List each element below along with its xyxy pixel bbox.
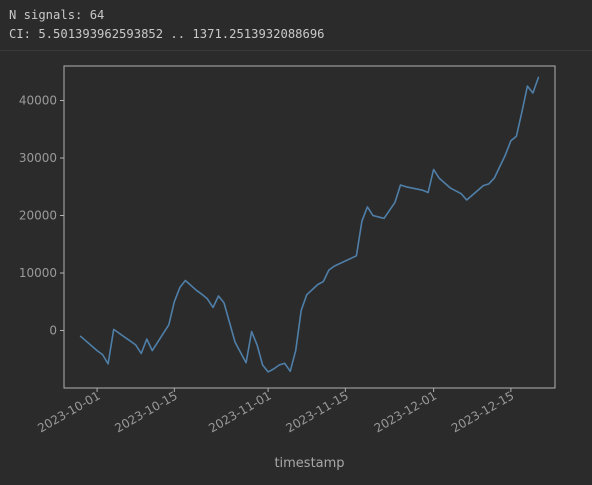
axes-frame [63,65,556,389]
y-tick-label: 0 [49,324,57,338]
x-tick-label: 2023-11-01 [206,388,273,435]
console-line-signals: N signals: 64 [9,8,105,22]
console-line-ci: CI: 5.501393962593852 .. 1371.2513932088… [9,27,325,41]
x-tick-label: 2023-12-01 [372,388,439,435]
x-axis-ticks: 2023-10-01 2023-10-15 2023-11-01 2023-11-15… [35,388,516,435]
x-tick-label: 2023-12-15 [449,388,516,435]
y-tick-label: 10000 [19,266,57,280]
series-layer [79,76,540,373]
x-tick-label: 2023-10-01 [35,388,102,435]
x-tick-label: 2023-11-15 [283,388,350,435]
y-tick-label: 20000 [19,209,57,223]
plot-frame [63,65,556,389]
console-output: N signals: 64 CI: 5.501393962593852 .. 1… [0,0,592,51]
y-axis-ticks: 0 10000 20000 30000 40000 [19,94,64,338]
series-line [79,76,540,373]
x-axis-label: timestamp [274,456,344,471]
y-tick-label: 30000 [19,151,57,165]
y-tick-label: 40000 [19,94,57,108]
x-tick-label: 2023-10-15 [112,388,179,435]
line-chart: 0 10000 20000 30000 40000 2023-10-01 2023-10-… [19,65,556,471]
